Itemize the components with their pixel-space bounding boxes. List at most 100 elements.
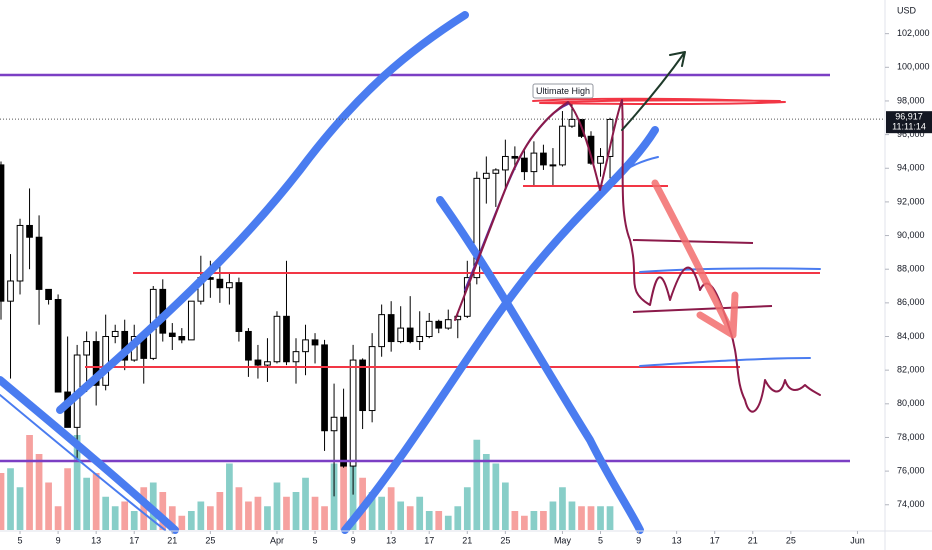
volume-bar xyxy=(140,487,148,530)
x-tick-label: 9 xyxy=(351,535,356,545)
x-tick-label: 21 xyxy=(462,535,472,545)
volume-bar xyxy=(444,515,452,530)
blue-trend xyxy=(639,357,811,367)
down-arrow xyxy=(651,179,739,339)
last-price-label: 96,917 xyxy=(895,112,923,122)
volume-bar xyxy=(492,463,500,530)
candle-body xyxy=(397,327,405,343)
volume-bar xyxy=(73,435,81,530)
currency: USD xyxy=(897,5,917,15)
volume-bar xyxy=(597,506,604,530)
volume-bar xyxy=(35,454,43,530)
candle-body xyxy=(168,332,176,338)
x-tick-label: 17 xyxy=(424,535,434,545)
volume-bar xyxy=(159,492,167,530)
y-tick-label: 96,000 xyxy=(897,129,925,139)
volume-bar xyxy=(482,454,490,530)
y-tick-label: 92,000 xyxy=(897,196,925,206)
y-tick-label: 84,000 xyxy=(897,331,925,341)
volume-bar xyxy=(311,496,319,530)
axes: 74,000 76,000 78,000 80,000 82,000 84,000 86,0… xyxy=(0,28,932,545)
x-tick-label: 21 xyxy=(748,535,758,545)
volume-bar xyxy=(330,463,338,530)
candle-body xyxy=(378,314,385,348)
y-tick-label: 102,000 xyxy=(897,28,930,38)
candle-body xyxy=(549,164,557,167)
y-tick-label: 76,000 xyxy=(897,465,925,475)
candle-body xyxy=(187,300,195,341)
volume-bar xyxy=(473,439,481,530)
volume-bar xyxy=(416,496,424,530)
candle-body xyxy=(178,336,186,341)
volume-bar xyxy=(378,496,385,530)
candle-body xyxy=(311,339,319,346)
x-tick-label: 9 xyxy=(56,535,61,545)
volume-bar xyxy=(207,506,214,530)
volume-bar xyxy=(587,506,595,530)
candle-body xyxy=(235,282,243,332)
candle-body xyxy=(492,169,500,174)
volume-bar xyxy=(540,511,547,530)
x-tick-label: 13 xyxy=(91,535,101,545)
volume-bar xyxy=(530,511,538,530)
volume-bar xyxy=(16,487,24,530)
blue-trend xyxy=(0,394,166,531)
forecast-path xyxy=(454,99,821,413)
candle-body xyxy=(102,336,110,386)
y-tick-label: 82,000 xyxy=(897,365,925,375)
candle-body xyxy=(111,330,119,338)
x-tick-label: 5 xyxy=(313,535,318,545)
candle-body xyxy=(368,346,376,412)
volume-bar xyxy=(64,468,71,530)
volume-bar xyxy=(511,511,519,530)
candle-body xyxy=(359,359,366,412)
blue-trend xyxy=(639,267,821,273)
volume-bar xyxy=(216,492,224,530)
candle-body xyxy=(302,339,309,353)
volume-bar xyxy=(121,501,129,530)
x-tick-label: Jun xyxy=(850,535,865,545)
volume-bar xyxy=(578,506,585,530)
volume-bar xyxy=(111,506,119,530)
volume-bar xyxy=(0,473,5,530)
candle-body xyxy=(16,224,24,282)
annotation-box xyxy=(532,83,594,99)
volume-bar xyxy=(130,511,138,530)
x-tick-label: 13 xyxy=(386,535,396,545)
x-tick-label: Apr xyxy=(270,535,284,545)
candle-body xyxy=(216,278,224,289)
volume-bar xyxy=(397,501,405,530)
y-tick-label: 100,000 xyxy=(897,62,930,72)
volume-bar xyxy=(235,487,243,530)
candle-body xyxy=(92,341,100,386)
volume-bar xyxy=(406,506,414,530)
red-zone xyxy=(532,97,786,105)
volume-bar xyxy=(83,477,90,530)
candle-body xyxy=(7,280,14,302)
candle-body xyxy=(597,155,604,164)
last-price-box xyxy=(886,111,932,134)
candle-body xyxy=(473,177,481,279)
candle-body xyxy=(330,416,338,432)
volume-bar xyxy=(321,506,328,530)
volume-bar xyxy=(178,515,186,530)
candle-body xyxy=(283,315,290,363)
candle-body xyxy=(559,125,566,166)
blue-trend xyxy=(609,156,659,181)
countdown: 11:11:14 xyxy=(892,122,926,132)
candle-body xyxy=(264,361,271,366)
volume-bar xyxy=(368,492,376,530)
candle-body xyxy=(482,172,490,179)
volume-bar xyxy=(283,496,290,530)
x-tick-label: May xyxy=(554,535,572,545)
candle-body xyxy=(273,315,281,363)
candle-body xyxy=(502,155,509,171)
x-tick-label: 5 xyxy=(18,535,23,545)
candle-body xyxy=(530,152,538,173)
y-tick-label: 80,000 xyxy=(897,398,925,408)
up-arrow xyxy=(621,51,686,131)
candle-body xyxy=(340,416,347,467)
candle-body xyxy=(83,341,90,356)
